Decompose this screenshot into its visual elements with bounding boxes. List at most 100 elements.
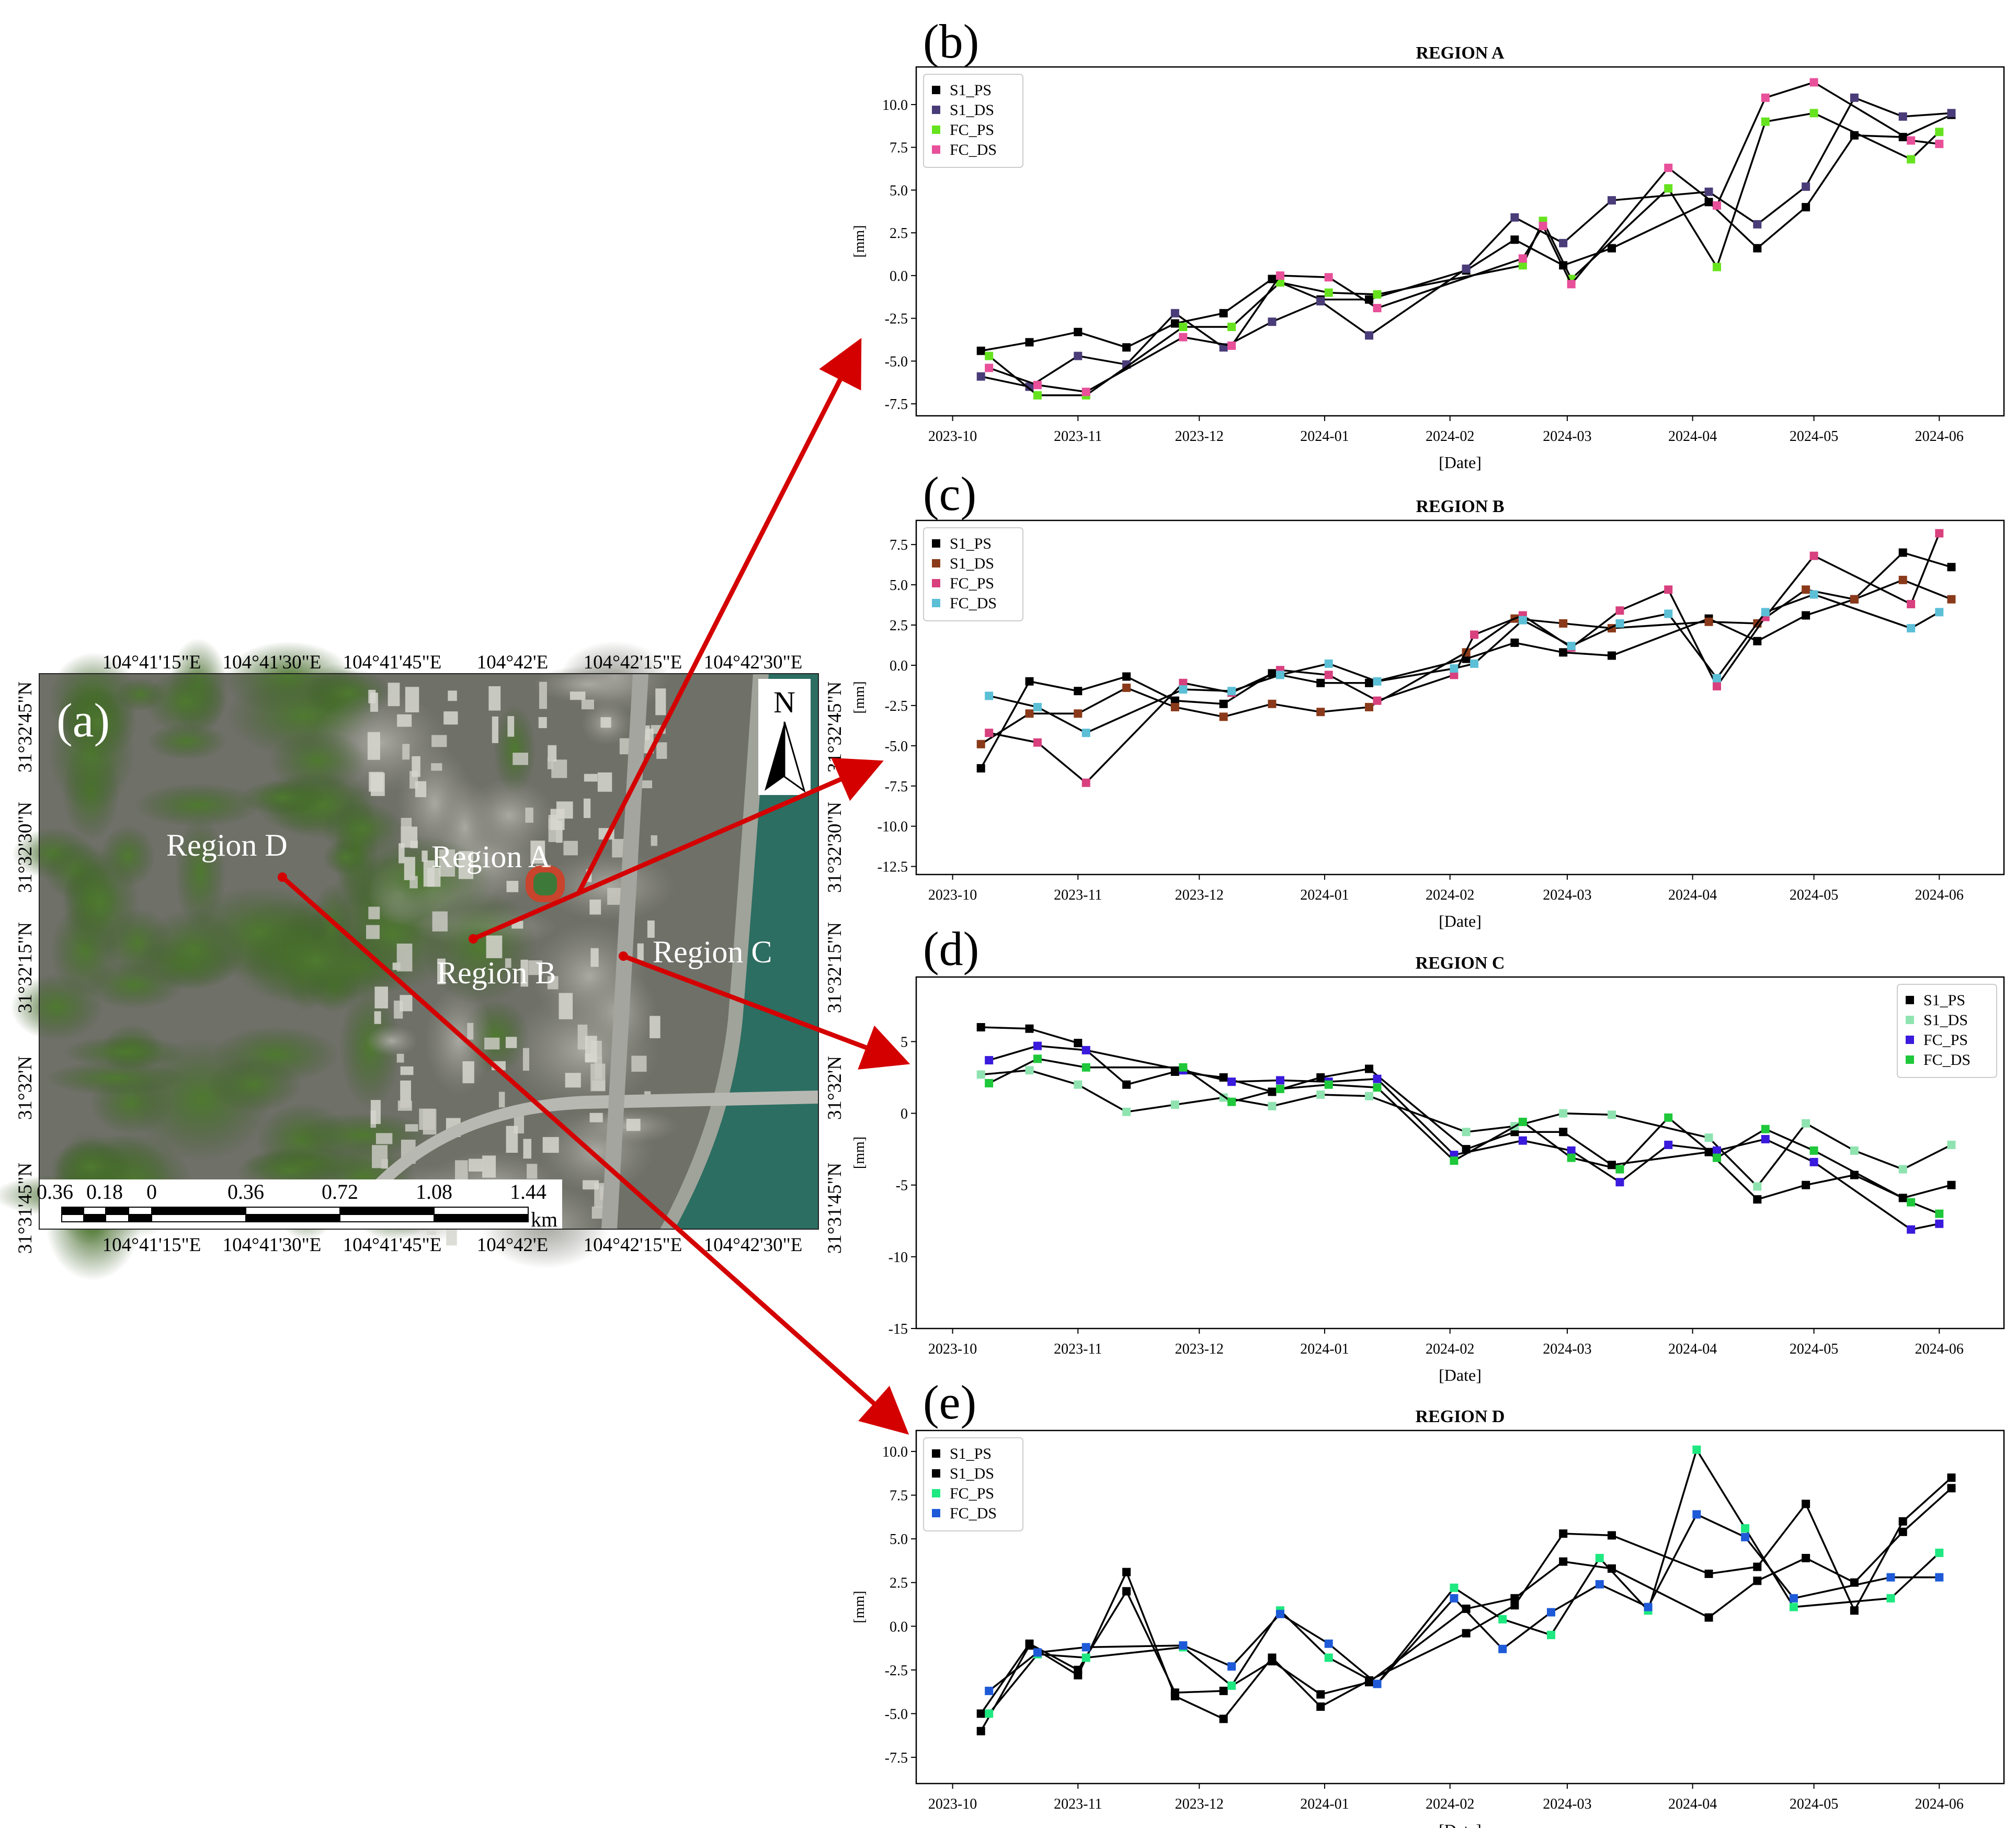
bridge bbox=[335, 1091, 818, 1229]
vegetation-patch bbox=[269, 730, 367, 791]
building bbox=[388, 683, 400, 707]
region-b-marker bbox=[469, 934, 478, 944]
building bbox=[401, 818, 412, 827]
data-point-s1_ps bbox=[976, 764, 985, 773]
data-point-s1_ps bbox=[1170, 696, 1179, 705]
legend-marker bbox=[932, 559, 940, 567]
data-point-fc_ds bbox=[1518, 616, 1527, 625]
building bbox=[530, 841, 545, 864]
building bbox=[400, 995, 413, 1012]
vegetation-patch bbox=[343, 835, 494, 924]
data-point-s1_ds bbox=[1365, 1092, 1374, 1100]
data-point-fc_ps bbox=[1907, 1225, 1916, 1234]
longitude-tick-top: 104°41'15"E bbox=[102, 652, 201, 673]
x-axis-label: [Date] bbox=[1439, 912, 1482, 930]
building bbox=[486, 935, 503, 958]
data-point-fc_ds bbox=[1033, 381, 1042, 390]
legend-entry: FC_DS bbox=[950, 595, 997, 612]
y-tick-label: 10.0 bbox=[882, 97, 908, 113]
latitude-tick-left: 31°32'15"N bbox=[15, 922, 36, 1013]
data-point-s1_ds bbox=[1607, 196, 1616, 205]
data-point-fc_ds bbox=[1907, 624, 1916, 633]
longitude-tick-bottom: 104°41'30"E bbox=[223, 1234, 322, 1256]
scale-segment bbox=[83, 1207, 106, 1215]
data-point-fc_ds bbox=[1567, 642, 1576, 651]
legend-box bbox=[923, 1437, 1023, 1531]
building bbox=[507, 716, 515, 737]
scale-segment bbox=[128, 1214, 152, 1222]
building bbox=[415, 781, 427, 798]
data-point-s1_ps bbox=[1607, 651, 1616, 660]
data-point-fc_ps bbox=[1373, 1074, 1382, 1083]
region-d-label: Region D bbox=[166, 828, 288, 862]
building bbox=[547, 757, 553, 769]
data-point-fc_ps bbox=[1713, 263, 1722, 271]
scale-label: 0 bbox=[146, 1180, 157, 1203]
urban-patch bbox=[542, 850, 677, 922]
series-line-fc_ds bbox=[988, 593, 1940, 734]
data-point-s1_ds bbox=[1607, 1110, 1616, 1119]
latitude-tick-right: 31°32'30"N bbox=[824, 802, 846, 893]
data-point-fc_ds bbox=[1761, 93, 1770, 102]
data-point-fc_ps bbox=[1227, 1681, 1236, 1690]
data-point-s1_ds bbox=[1074, 1665, 1083, 1674]
latitude-tick-right: 31°32'45"N bbox=[824, 682, 846, 773]
north-label: N bbox=[773, 685, 795, 719]
building bbox=[656, 742, 667, 759]
y-tick-label: -5.0 bbox=[885, 739, 908, 755]
panel-label: (b) bbox=[923, 15, 979, 68]
scale-label: 0.72 bbox=[322, 1180, 358, 1203]
building bbox=[462, 1061, 474, 1084]
x-tick-label: 2024-04 bbox=[1668, 1796, 1717, 1812]
data-point-s1_ds bbox=[1559, 1557, 1568, 1566]
x-tick-label: 2024-02 bbox=[1426, 428, 1474, 445]
data-point-fc_ps bbox=[1809, 109, 1818, 118]
building bbox=[397, 1100, 412, 1111]
x-tick-label: 2024-03 bbox=[1543, 1796, 1591, 1812]
data-point-s1_ds bbox=[1122, 1587, 1131, 1596]
building bbox=[600, 717, 611, 728]
data-point-s1_ps bbox=[1802, 1500, 1810, 1508]
x-tick-label: 2024-01 bbox=[1300, 887, 1349, 903]
data-point-fc_ds bbox=[1644, 1603, 1653, 1611]
data-point-s1_ps bbox=[1025, 677, 1034, 686]
building bbox=[556, 801, 573, 819]
scale-label: 0.36 bbox=[37, 1180, 73, 1203]
data-point-s1_ps bbox=[1850, 1606, 1859, 1615]
legend-entry: FC_DS bbox=[950, 1505, 997, 1522]
series-line-fc_ps bbox=[988, 1447, 1940, 1715]
data-point-fc_ps bbox=[1664, 1140, 1673, 1149]
legend-entry: S1_DS bbox=[950, 555, 994, 572]
region-b-label: Region B bbox=[437, 956, 556, 990]
y-tick-label: 7.5 bbox=[890, 140, 908, 156]
data-point-fc_ds bbox=[1275, 271, 1284, 280]
data-point-fc_ds bbox=[1567, 280, 1576, 289]
building bbox=[368, 906, 380, 919]
data-point-fc_ps bbox=[1907, 155, 1916, 164]
chart-1: (c) REGION B [Date] [mm] 2023-10 2023-11 2023-… bbox=[851, 467, 2005, 930]
building bbox=[367, 732, 380, 760]
data-point-s1_ds bbox=[1607, 1564, 1616, 1573]
x-tick-label: 2024-05 bbox=[1790, 428, 1838, 445]
vegetation-patch bbox=[45, 1061, 186, 1096]
vegetation-patch bbox=[61, 848, 140, 957]
legend-box bbox=[1897, 984, 1997, 1078]
chart-0: (b) REGION A [Date] [mm] 2023-10 2023-11 2023-… bbox=[851, 15, 2005, 472]
building bbox=[467, 1023, 474, 1040]
panel-label: (e) bbox=[923, 1376, 976, 1429]
x-tick-label: 2024-01 bbox=[1300, 1341, 1349, 1357]
data-point-fc_ps bbox=[1081, 1046, 1090, 1054]
data-point-s1_ps bbox=[1947, 563, 1956, 572]
x-tick-label: 2023-12 bbox=[1175, 428, 1224, 445]
building bbox=[647, 920, 655, 938]
series-line-s1_ds bbox=[980, 1487, 1952, 1715]
data-point-s1_ps bbox=[1510, 1601, 1519, 1610]
x-tick-label: 2024-02 bbox=[1426, 1796, 1474, 1812]
building bbox=[565, 1073, 581, 1088]
data-point-fc_ds bbox=[1518, 1118, 1527, 1127]
data-point-fc_ps bbox=[1907, 600, 1916, 609]
data-point-s1_ds bbox=[1365, 331, 1374, 340]
chart-frame bbox=[915, 1429, 2005, 1785]
data-point-fc_ds bbox=[1761, 1125, 1770, 1133]
data-point-fc_ps bbox=[1275, 1076, 1284, 1085]
